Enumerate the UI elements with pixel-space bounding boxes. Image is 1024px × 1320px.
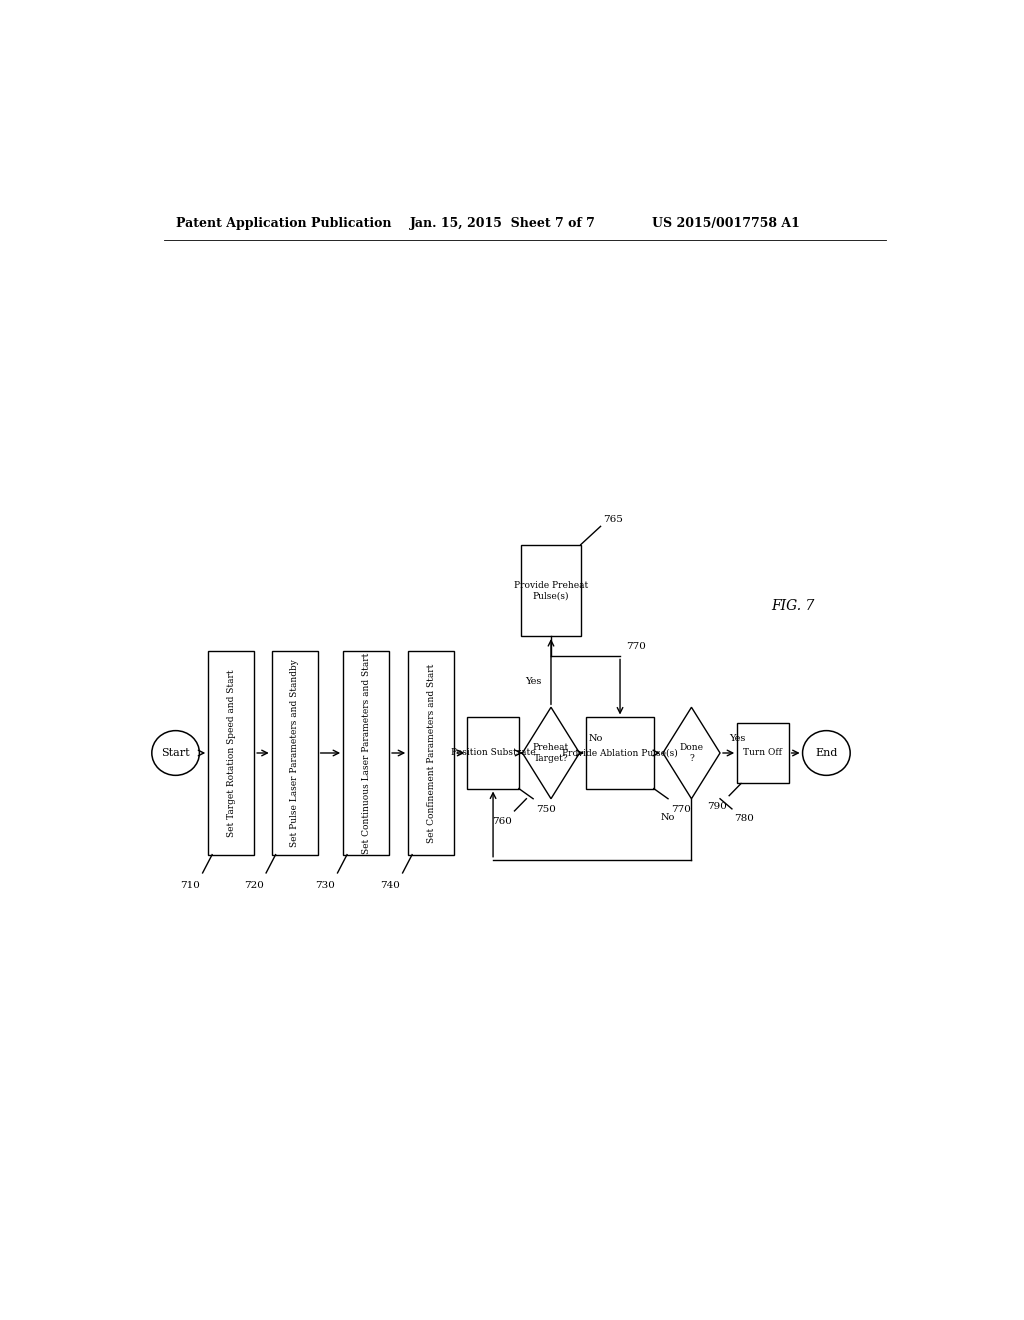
Text: 765: 765 [603, 515, 623, 524]
Text: Set Confinement Parameters and Start: Set Confinement Parameters and Start [427, 664, 435, 842]
Text: Jan. 15, 2015  Sheet 7 of 7: Jan. 15, 2015 Sheet 7 of 7 [410, 216, 596, 230]
Ellipse shape [152, 731, 200, 775]
Text: Set Continuous Laser Parameters and Start: Set Continuous Laser Parameters and Star… [361, 652, 371, 854]
Text: Done
?: Done ? [680, 743, 703, 763]
Text: 790: 790 [707, 801, 727, 810]
Text: Start: Start [162, 748, 189, 758]
Text: 760: 760 [493, 817, 512, 826]
Text: No: No [660, 813, 675, 821]
Text: Provide Preheat
Pulse(s): Provide Preheat Pulse(s) [514, 581, 588, 601]
FancyBboxPatch shape [587, 718, 653, 788]
Text: 770: 770 [671, 805, 691, 814]
Text: Provide Ablation Pulse(s): Provide Ablation Pulse(s) [562, 748, 678, 758]
Text: 720: 720 [244, 880, 264, 890]
Text: 770: 770 [626, 642, 646, 651]
Text: Set Target Rotation Speed and Start: Set Target Rotation Speed and Start [226, 669, 236, 837]
FancyBboxPatch shape [271, 651, 317, 854]
Text: 750: 750 [537, 805, 556, 814]
Text: 780: 780 [734, 814, 755, 822]
Text: Turn Off: Turn Off [743, 748, 782, 758]
Text: 740: 740 [380, 880, 400, 890]
FancyBboxPatch shape [521, 545, 581, 636]
Text: 730: 730 [315, 880, 335, 890]
Text: Yes: Yes [729, 734, 745, 743]
FancyBboxPatch shape [208, 651, 254, 854]
Text: 710: 710 [180, 880, 201, 890]
Text: Patent Application Publication: Patent Application Publication [176, 216, 391, 230]
FancyBboxPatch shape [343, 651, 389, 854]
FancyBboxPatch shape [737, 722, 788, 784]
FancyBboxPatch shape [467, 718, 519, 788]
Text: Yes: Yes [525, 677, 542, 686]
Text: FIG. 7: FIG. 7 [771, 598, 814, 612]
Text: End: End [815, 748, 838, 758]
Text: Preheat
Target?: Preheat Target? [532, 743, 569, 763]
Text: US 2015/0017758 A1: US 2015/0017758 A1 [652, 216, 800, 230]
Polygon shape [522, 708, 580, 799]
Ellipse shape [803, 731, 850, 775]
FancyBboxPatch shape [409, 651, 455, 854]
Text: Set Pulse Laser Parameters and Standby: Set Pulse Laser Parameters and Standby [290, 659, 299, 847]
Text: No: No [588, 734, 602, 743]
Polygon shape [663, 708, 720, 799]
Text: Position Substrate: Position Substrate [451, 748, 536, 758]
